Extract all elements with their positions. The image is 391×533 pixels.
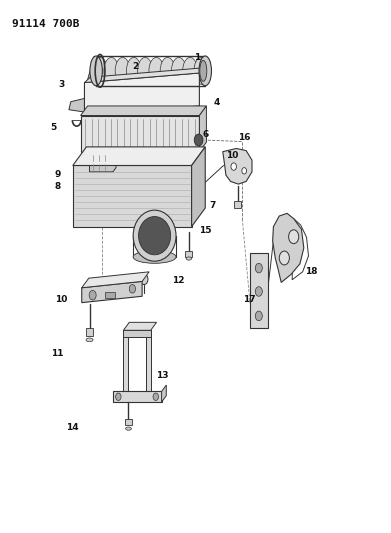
Circle shape <box>153 393 158 400</box>
Text: 6: 6 <box>202 130 208 139</box>
Ellipse shape <box>138 58 152 84</box>
Text: 15: 15 <box>199 226 212 235</box>
Ellipse shape <box>126 58 141 84</box>
Polygon shape <box>73 147 205 165</box>
Ellipse shape <box>90 56 102 86</box>
Polygon shape <box>250 253 267 328</box>
Circle shape <box>129 285 136 293</box>
Bar <box>86 328 93 336</box>
Polygon shape <box>81 116 199 152</box>
Bar <box>125 418 132 425</box>
Circle shape <box>89 290 96 300</box>
Polygon shape <box>124 330 128 391</box>
Ellipse shape <box>104 58 119 84</box>
Polygon shape <box>69 56 106 112</box>
Polygon shape <box>192 147 205 227</box>
Text: 13: 13 <box>156 371 169 380</box>
Ellipse shape <box>200 60 207 82</box>
Text: 5: 5 <box>50 123 56 132</box>
Text: 9: 9 <box>54 170 60 179</box>
Circle shape <box>231 163 237 170</box>
Ellipse shape <box>160 58 175 84</box>
Text: 91114 700B: 91114 700B <box>13 19 80 29</box>
Text: 18: 18 <box>305 268 318 276</box>
Text: 3: 3 <box>58 79 64 88</box>
Ellipse shape <box>171 58 186 84</box>
Text: 2: 2 <box>132 62 138 70</box>
Text: 7: 7 <box>210 201 216 210</box>
Polygon shape <box>84 68 205 83</box>
Text: 11: 11 <box>51 349 63 358</box>
Bar <box>235 200 241 208</box>
Polygon shape <box>124 330 151 337</box>
Text: 1: 1 <box>194 53 201 62</box>
Ellipse shape <box>138 216 170 255</box>
Text: 14: 14 <box>66 423 79 432</box>
Text: 4: 4 <box>214 98 220 107</box>
Circle shape <box>255 263 262 273</box>
Circle shape <box>116 393 121 400</box>
Ellipse shape <box>133 210 176 261</box>
Text: 16: 16 <box>238 133 251 142</box>
Polygon shape <box>84 73 199 116</box>
Text: 8: 8 <box>54 182 60 191</box>
Text: 10: 10 <box>226 151 239 160</box>
Circle shape <box>194 134 203 146</box>
Polygon shape <box>273 213 304 282</box>
Polygon shape <box>113 391 161 402</box>
Polygon shape <box>82 281 142 303</box>
Polygon shape <box>146 330 151 391</box>
Ellipse shape <box>126 427 131 430</box>
Polygon shape <box>223 149 252 184</box>
Circle shape <box>289 230 299 244</box>
Circle shape <box>140 274 148 285</box>
Ellipse shape <box>93 58 108 84</box>
Bar <box>185 251 192 257</box>
Polygon shape <box>90 150 116 163</box>
Text: 17: 17 <box>243 295 256 304</box>
Polygon shape <box>161 385 166 402</box>
Ellipse shape <box>186 257 192 260</box>
Circle shape <box>279 251 289 265</box>
Ellipse shape <box>194 58 209 84</box>
Polygon shape <box>199 106 206 152</box>
Ellipse shape <box>199 56 212 86</box>
Polygon shape <box>124 322 156 330</box>
Ellipse shape <box>133 251 176 263</box>
Polygon shape <box>81 106 206 116</box>
Ellipse shape <box>86 338 93 342</box>
Bar <box>105 292 115 298</box>
Polygon shape <box>90 159 116 172</box>
Text: 12: 12 <box>172 276 184 285</box>
Polygon shape <box>82 272 149 288</box>
Ellipse shape <box>149 58 164 84</box>
Ellipse shape <box>115 58 130 84</box>
Circle shape <box>255 287 262 296</box>
Circle shape <box>255 311 262 321</box>
Circle shape <box>242 167 247 174</box>
Polygon shape <box>73 165 192 227</box>
Text: 10: 10 <box>55 295 67 304</box>
Ellipse shape <box>183 58 197 84</box>
